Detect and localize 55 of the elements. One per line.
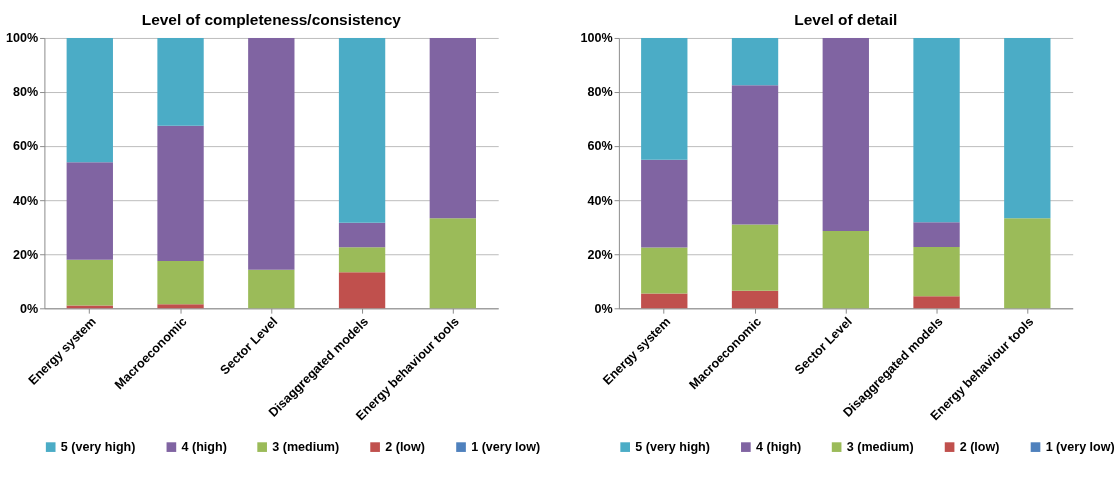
bar bbox=[248, 269, 295, 309]
chart-title: Level of completeness/consistency bbox=[141, 11, 402, 29]
bar bbox=[66, 259, 113, 306]
chart-title: Level of detail bbox=[794, 11, 898, 29]
bar bbox=[1004, 218, 1051, 309]
legend-label: 3 (medium) bbox=[272, 439, 340, 454]
y-tick-label: 20% bbox=[587, 247, 613, 262]
legend-label: 5 (very high) bbox=[635, 439, 710, 454]
y-tick-label: 40% bbox=[13, 193, 39, 208]
bar bbox=[338, 222, 386, 248]
legend-label: 5 (very high) bbox=[60, 439, 136, 454]
bar bbox=[641, 159, 688, 248]
bar bbox=[641, 247, 688, 294]
y-tick-label: 60% bbox=[13, 139, 39, 154]
bar bbox=[338, 272, 386, 309]
y-tick-label: 100% bbox=[580, 31, 613, 46]
bar bbox=[338, 37, 386, 223]
bar bbox=[731, 290, 779, 309]
legend-label: 4 (high) bbox=[181, 439, 227, 454]
y-tick-label: 100% bbox=[6, 31, 39, 46]
legend-label: 4 (high) bbox=[756, 439, 802, 454]
bar bbox=[157, 261, 204, 305]
legend-label: 2 (low) bbox=[959, 439, 1000, 454]
bar bbox=[429, 37, 476, 219]
bar bbox=[157, 125, 204, 262]
bar bbox=[641, 37, 688, 160]
bar bbox=[338, 247, 386, 273]
bar bbox=[822, 231, 869, 309]
y-tick-label: 80% bbox=[13, 85, 39, 100]
bar bbox=[913, 222, 960, 247]
y-tick-label: 20% bbox=[13, 247, 39, 262]
y-tick-label: 60% bbox=[587, 139, 613, 154]
y-tick-label: 0% bbox=[594, 301, 613, 316]
legend-label: 2 (low) bbox=[385, 439, 425, 454]
legend-label: 1 (very low) bbox=[1045, 439, 1115, 454]
bar bbox=[731, 224, 779, 291]
bar bbox=[157, 304, 204, 309]
legend-label: 1 (very low) bbox=[471, 439, 541, 454]
bar bbox=[248, 37, 295, 270]
bar bbox=[66, 37, 113, 163]
y-tick-label: 40% bbox=[587, 193, 613, 208]
y-tick-label: 0% bbox=[20, 301, 39, 316]
bar bbox=[731, 85, 779, 225]
legend-label: 3 (medium) bbox=[846, 439, 914, 454]
bar bbox=[822, 37, 869, 232]
bar bbox=[913, 246, 960, 297]
bar bbox=[731, 37, 779, 86]
bar bbox=[157, 37, 204, 126]
bar bbox=[913, 296, 960, 309]
y-tick-label: 80% bbox=[587, 85, 613, 100]
bar bbox=[66, 162, 113, 260]
bar bbox=[1004, 37, 1051, 219]
bar bbox=[429, 218, 476, 309]
bar bbox=[913, 37, 960, 223]
bar bbox=[641, 293, 688, 309]
